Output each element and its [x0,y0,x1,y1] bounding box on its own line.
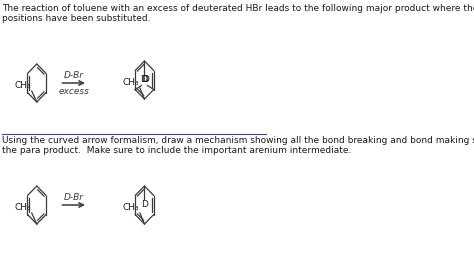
Text: CH₃: CH₃ [123,203,139,212]
Text: CH₃: CH₃ [123,78,139,87]
Text: D: D [142,76,149,85]
Text: D-Br: D-Br [64,193,83,202]
Text: CH₃: CH₃ [15,81,31,90]
Text: Using the curved arrow formalism, draw a mechanism showing all the bond breaking: Using the curved arrow formalism, draw a… [2,136,474,155]
Text: CH₃: CH₃ [15,203,31,212]
Text: D: D [141,200,148,209]
Text: D: D [141,75,148,84]
Text: D-Br: D-Br [64,71,83,80]
Text: D: D [140,76,147,85]
Text: excess: excess [58,87,89,96]
Text: The reaction of toluene with an excess of deuterated HBr leads to the following : The reaction of toluene with an excess o… [2,4,474,23]
